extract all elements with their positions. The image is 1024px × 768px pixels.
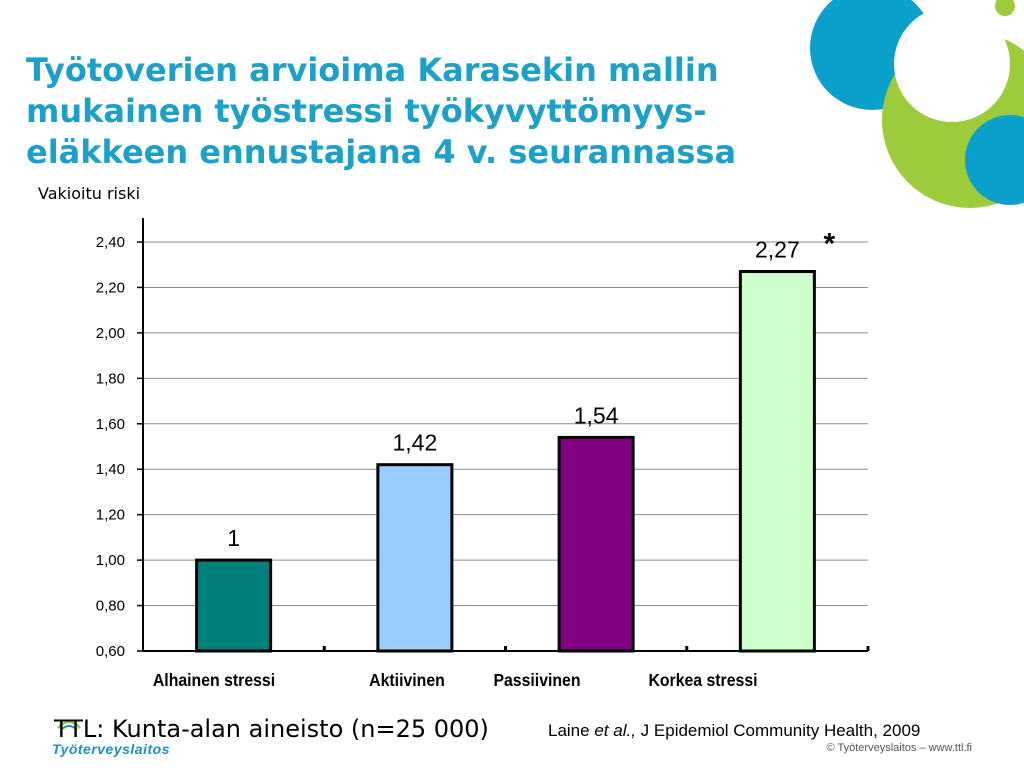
page-title: Työtoverien arvioima Karasekin mallin mu… <box>26 51 737 171</box>
citation: Laine et al., J Epidemiol Community Heal… <box>548 721 920 741</box>
deco-circle-white <box>894 6 1010 122</box>
y-tick-label: 0,80 <box>96 598 125 615</box>
y-tick-label: 2,20 <box>96 279 125 296</box>
y-tick-label: 1,20 <box>96 507 125 524</box>
ttl-logo-icon <box>57 720 81 731</box>
y-tick-label: 1,80 <box>96 370 125 387</box>
citation-etal: et al., <box>594 721 636 740</box>
bar <box>738 270 816 653</box>
data-source: TTL: Kunta-alan aineisto (n=25 000) <box>54 715 489 743</box>
x-category-label: Passiivinen <box>493 670 580 690</box>
y-tick-label: 1,00 <box>96 552 125 569</box>
bar <box>195 558 273 653</box>
citation-journal: J Epidemiol Community Health, 2009 <box>640 721 921 740</box>
y-tick-label: 2,40 <box>96 234 125 251</box>
y-tick-label: 2,00 <box>96 325 125 342</box>
citation-author: Laine <box>548 721 590 740</box>
deco-circle-blue-small <box>965 115 1024 205</box>
logo-text: Työterveyslaitos <box>52 741 170 757</box>
y-tick-label: 1,40 <box>96 461 125 478</box>
x-category-label: Alhainen stressi <box>153 670 275 690</box>
y-tick-label: 1,60 <box>96 416 125 433</box>
x-category-label: Korkea stressi <box>648 670 757 690</box>
data-label: 1,42 <box>392 430 437 456</box>
x-category-label: Aktiivinen <box>369 670 445 690</box>
bar <box>557 435 635 653</box>
data-label: 1 <box>227 525 240 551</box>
y-axis-label: Vakioitu riski <box>38 184 141 203</box>
bar <box>376 463 454 653</box>
deco-circle-green-small <box>995 0 1015 16</box>
y-tick-label: 0,60 <box>96 643 125 660</box>
data-label: 2,27 <box>755 237 800 263</box>
data-label: 1,54 <box>574 402 619 428</box>
significance-marker: * <box>824 228 836 261</box>
copyright: © Työterveyslaitos – www.ttl.fi <box>826 742 972 754</box>
